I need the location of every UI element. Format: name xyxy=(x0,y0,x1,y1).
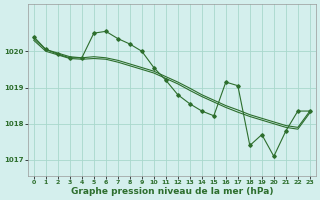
X-axis label: Graphe pression niveau de la mer (hPa): Graphe pression niveau de la mer (hPa) xyxy=(71,187,273,196)
